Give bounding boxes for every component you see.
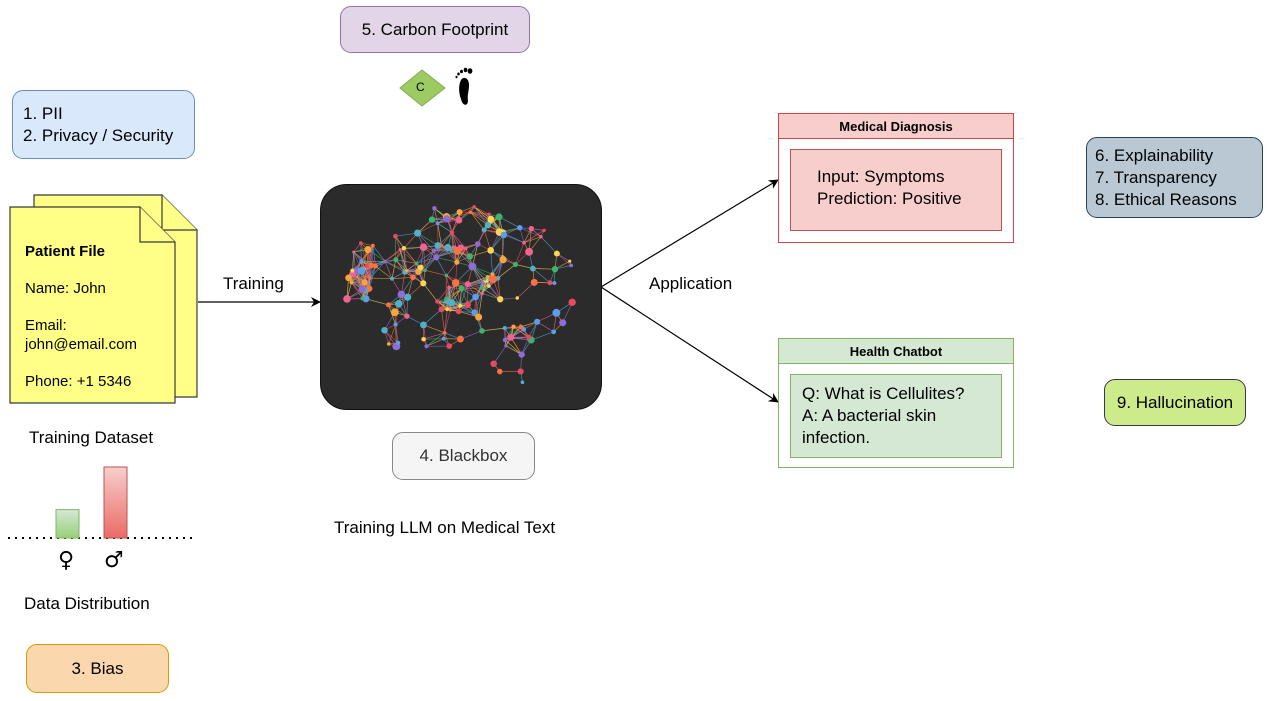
data-distribution-label: Data Distribution <box>24 594 150 613</box>
privacy-label: 2. Privacy / Security <box>23 125 174 145</box>
diagnosis-arrow <box>600 179 779 288</box>
medical-diagnosis-panel: Medical Diagnosis Input: Symptoms Predic… <box>778 113 1014 243</box>
brain-network-image <box>320 184 602 410</box>
medical-diagnosis-header: Medical Diagnosis <box>779 114 1013 139</box>
patient-email-label: Email: <box>25 317 67 334</box>
pii-label: 1. PII <box>23 103 63 123</box>
bias-box: 3. Bias <box>26 644 169 693</box>
medical-diagnosis-title: Medical Diagnosis <box>839 119 953 134</box>
patient-file-title: Patient File <box>25 243 106 260</box>
diagnosis-input: Input: Symptoms <box>817 167 945 186</box>
patient-email-value: john@email.com <box>25 336 137 353</box>
explainability-label: 6. Explainability <box>1095 145 1214 165</box>
training-arrow-label: Training <box>223 274 284 293</box>
carbon-footprint-label: 5. Carbon Footprint <box>361 19 509 39</box>
training-llm-label: Training LLM on Medical Text <box>334 518 556 537</box>
brain-network-graph <box>343 204 576 385</box>
hallucination-box: 9. Hallucination <box>1104 379 1246 426</box>
health-chatbot-panel: Health Chatbot Q: What is Cellulites? A:… <box>778 338 1014 468</box>
training-dataset-label: Training Dataset <box>29 428 154 447</box>
patient-file-icon <box>9 194 198 404</box>
diagnosis-prediction: Prediction: Positive <box>817 189 962 208</box>
male-bar <box>103 466 128 539</box>
health-chatbot-title: Health Chatbot <box>849 344 943 359</box>
chatbot-answer-line1: A: A bacterial skin <box>802 406 937 425</box>
chatbot-answer-line2: infection. <box>802 428 871 447</box>
pii-privacy-box: 1. PII 2. Privacy / Security <box>12 90 195 159</box>
health-chatbot-content: Q: What is Cellulites? A: A bacterial sk… <box>790 374 1002 458</box>
transparency-label: 7. Transparency <box>1095 167 1217 187</box>
carbon-symbol: C <box>416 80 425 94</box>
carbon-diamond-icon <box>399 69 446 107</box>
application-arrow-label: Application <box>649 274 733 293</box>
hallucination-label: 9. Hallucination <box>1116 392 1234 412</box>
bias-label: 3. Bias <box>71 658 124 678</box>
chatbot-question: Q: What is Cellulites? <box>802 384 965 403</box>
footprint-icon <box>455 67 473 105</box>
health-chatbot-header: Health Chatbot <box>779 339 1013 364</box>
patient-name: Name: John <box>25 280 106 297</box>
blackbox-label: 4. Blackbox <box>419 446 508 465</box>
data-distribution-chart <box>8 466 192 539</box>
carbon-footprint-box: 5. Carbon Footprint <box>340 6 530 53</box>
patient-file-text: Patient File Name: John Email: john@emai… <box>25 242 137 391</box>
patient-phone: Phone: +1 5346 <box>25 373 132 390</box>
medical-diagnosis-content: Input: Symptoms Prediction: Positive <box>790 149 1002 231</box>
female-bar <box>55 509 80 539</box>
female-symbol: ♀ <box>58 548 75 573</box>
blackbox-box: 4. Blackbox <box>392 432 535 480</box>
explainability-box: 6. Explainability 7. Transparency 8. Eth… <box>1086 137 1263 218</box>
chatbot-arrow <box>600 286 779 403</box>
male-symbol: ♂ <box>104 548 124 573</box>
ethical-reasons-label: 8. Ethical Reasons <box>1095 189 1237 209</box>
